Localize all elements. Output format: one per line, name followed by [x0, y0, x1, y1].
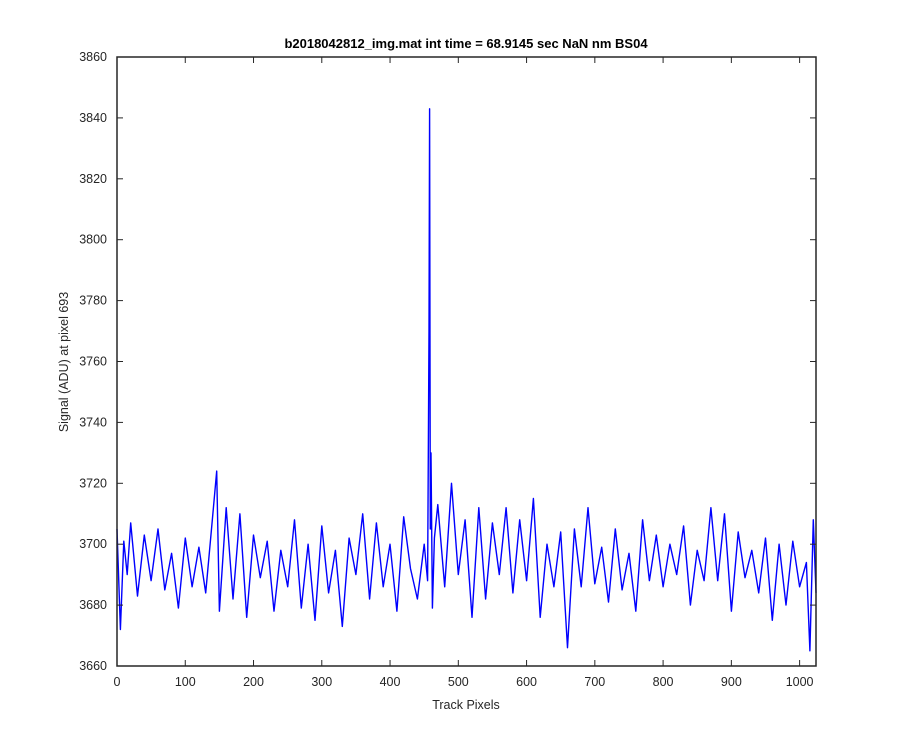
x-tick-label: 200	[243, 675, 264, 689]
x-tick-label: 0	[114, 675, 121, 689]
y-tick-label: 3720	[79, 476, 107, 490]
plot-area	[117, 57, 816, 666]
ticks-layer: 0 100 200 300 400 500 600 700 800 900 1000 3660 3680…	[79, 50, 816, 689]
x-tick-label: 1000	[786, 675, 814, 689]
y-tick-label: 3680	[79, 598, 107, 612]
y-axis-label: Signal (ADU) at pixel 693	[57, 292, 71, 432]
y-tick-label: 3660	[79, 659, 107, 673]
y-tick-label: 3700	[79, 537, 107, 551]
y-tick-label: 3820	[79, 172, 107, 186]
y-tick-label: 3800	[79, 233, 107, 247]
series-line-0	[116, 108, 817, 652]
x-tick-label: 900	[721, 675, 742, 689]
x-tick-label: 300	[311, 675, 332, 689]
y-tick-label: 3780	[79, 294, 107, 308]
x-tick-label: 100	[175, 675, 196, 689]
x-tick-label: 700	[584, 675, 605, 689]
plot-frame	[116, 56, 817, 667]
y-tick-label: 3840	[79, 111, 107, 125]
y-tick-label: 3740	[79, 415, 107, 429]
series-layer	[116, 108, 817, 652]
x-tick-label: 500	[448, 675, 469, 689]
x-tick-label: 400	[380, 675, 401, 689]
x-tick-label: 600	[516, 675, 537, 689]
x-axis-label: Track Pixels	[432, 698, 500, 712]
chart-title: b2018042812_img.mat int time = 68.9145 s…	[284, 36, 648, 51]
y-tick-label: 3860	[79, 50, 107, 64]
x-tick-label: 800	[653, 675, 674, 689]
y-tick-label: 3760	[79, 355, 107, 369]
